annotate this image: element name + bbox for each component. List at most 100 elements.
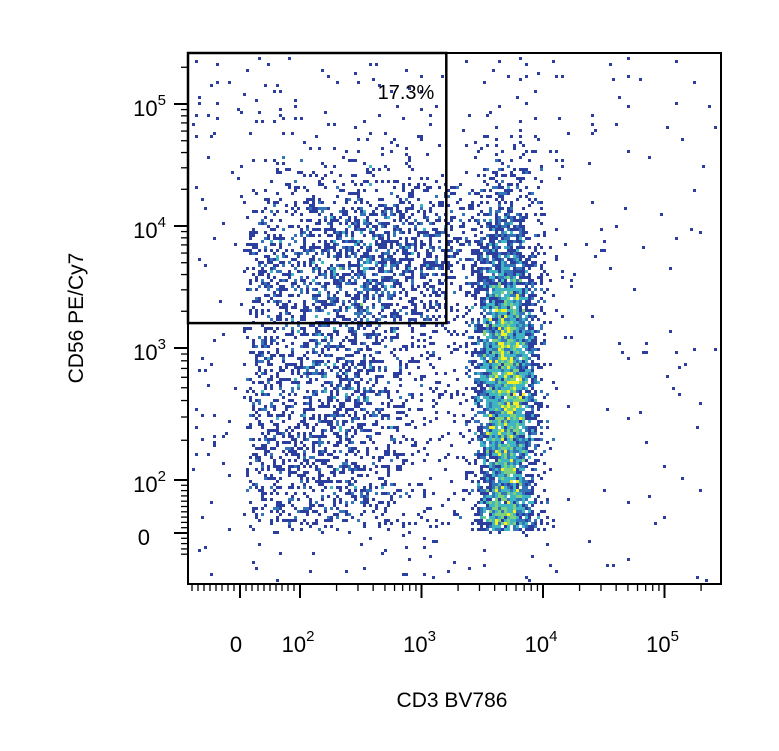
event-dot bbox=[501, 390, 504, 393]
event-dot bbox=[423, 273, 426, 276]
event-dot bbox=[531, 369, 534, 372]
event-dot bbox=[495, 186, 498, 189]
event-dot bbox=[495, 513, 498, 516]
event-dot bbox=[504, 384, 507, 387]
event-dot bbox=[279, 369, 282, 372]
event-dot bbox=[414, 246, 417, 249]
event-dot bbox=[495, 291, 498, 294]
event-dot bbox=[522, 219, 525, 222]
event-dot bbox=[498, 261, 501, 264]
event-dot bbox=[513, 147, 516, 150]
event-dot bbox=[501, 435, 504, 438]
event-dot bbox=[435, 213, 438, 216]
event-dot bbox=[294, 204, 297, 207]
event-dot bbox=[483, 471, 486, 474]
event-dot bbox=[507, 423, 510, 426]
event-dot bbox=[501, 297, 504, 300]
event-dot bbox=[531, 282, 534, 285]
event-dot bbox=[492, 483, 495, 486]
event-dot bbox=[336, 372, 339, 375]
event-dot bbox=[519, 246, 522, 249]
event-dot bbox=[396, 372, 399, 375]
event-dot bbox=[387, 270, 390, 273]
event-dot bbox=[486, 426, 489, 429]
event-dot bbox=[381, 303, 384, 306]
event-dot bbox=[291, 213, 294, 216]
event-dot bbox=[480, 399, 483, 402]
event-dot bbox=[381, 204, 384, 207]
event-dot bbox=[327, 267, 330, 270]
event-dot bbox=[210, 84, 213, 87]
event-dot bbox=[513, 471, 516, 474]
event-dot bbox=[348, 489, 351, 492]
event-dot bbox=[531, 327, 534, 330]
event-dot bbox=[402, 345, 405, 348]
event-dot bbox=[288, 486, 291, 489]
event-dot bbox=[414, 225, 417, 228]
event-dot bbox=[255, 393, 258, 396]
event-dot bbox=[279, 243, 282, 246]
event-dot bbox=[321, 69, 324, 72]
event-dot bbox=[348, 408, 351, 411]
event-dot bbox=[378, 288, 381, 291]
event-dot bbox=[495, 468, 498, 471]
event-dot bbox=[504, 480, 507, 483]
event-dot bbox=[462, 489, 465, 492]
event-dot bbox=[309, 381, 312, 384]
event-dot bbox=[249, 387, 252, 390]
event-dot bbox=[303, 510, 306, 513]
event-dot bbox=[486, 294, 489, 297]
event-dot bbox=[252, 402, 255, 405]
event-dot bbox=[495, 288, 498, 291]
event-dot bbox=[381, 246, 384, 249]
event-dot bbox=[249, 234, 252, 237]
event-dot bbox=[396, 267, 399, 270]
event-dot bbox=[525, 237, 528, 240]
event-dot bbox=[477, 273, 480, 276]
event-dot bbox=[540, 282, 543, 285]
event-dot bbox=[315, 390, 318, 393]
event-dot bbox=[531, 384, 534, 387]
event-dot bbox=[519, 57, 522, 60]
event-dot bbox=[360, 264, 363, 267]
event-dot bbox=[474, 240, 477, 243]
event-dot bbox=[495, 348, 498, 351]
event-dot bbox=[312, 393, 315, 396]
event-dot bbox=[378, 351, 381, 354]
event-dot bbox=[255, 354, 258, 357]
event-dot bbox=[516, 468, 519, 471]
event-dot bbox=[393, 219, 396, 222]
event-dot bbox=[378, 393, 381, 396]
event-dot bbox=[282, 390, 285, 393]
event-dot bbox=[486, 195, 489, 198]
event-dot bbox=[300, 447, 303, 450]
event-dot bbox=[291, 342, 294, 345]
event-dot bbox=[507, 333, 510, 336]
event-dot bbox=[261, 447, 264, 450]
event-dot bbox=[351, 237, 354, 240]
event-dot bbox=[396, 468, 399, 471]
event-dot bbox=[540, 438, 543, 441]
event-dot bbox=[477, 288, 480, 291]
event-dot bbox=[507, 399, 510, 402]
event-dot bbox=[345, 444, 348, 447]
event-dot bbox=[528, 426, 531, 429]
event-dot bbox=[486, 330, 489, 333]
event-dot bbox=[516, 435, 519, 438]
event-dot bbox=[432, 405, 435, 408]
event-dot bbox=[303, 318, 306, 321]
event-dot bbox=[528, 315, 531, 318]
event-dot bbox=[315, 297, 318, 300]
event-dot bbox=[486, 447, 489, 450]
event-dot bbox=[471, 507, 474, 510]
event-dot bbox=[507, 216, 510, 219]
event-dot bbox=[270, 474, 273, 477]
event-dot bbox=[444, 456, 447, 459]
event-dot bbox=[351, 354, 354, 357]
event-dot bbox=[285, 288, 288, 291]
event-dot bbox=[360, 183, 363, 186]
event-dot bbox=[312, 489, 315, 492]
event-dot bbox=[429, 336, 432, 339]
event-dot bbox=[375, 486, 378, 489]
event-dot bbox=[432, 399, 435, 402]
